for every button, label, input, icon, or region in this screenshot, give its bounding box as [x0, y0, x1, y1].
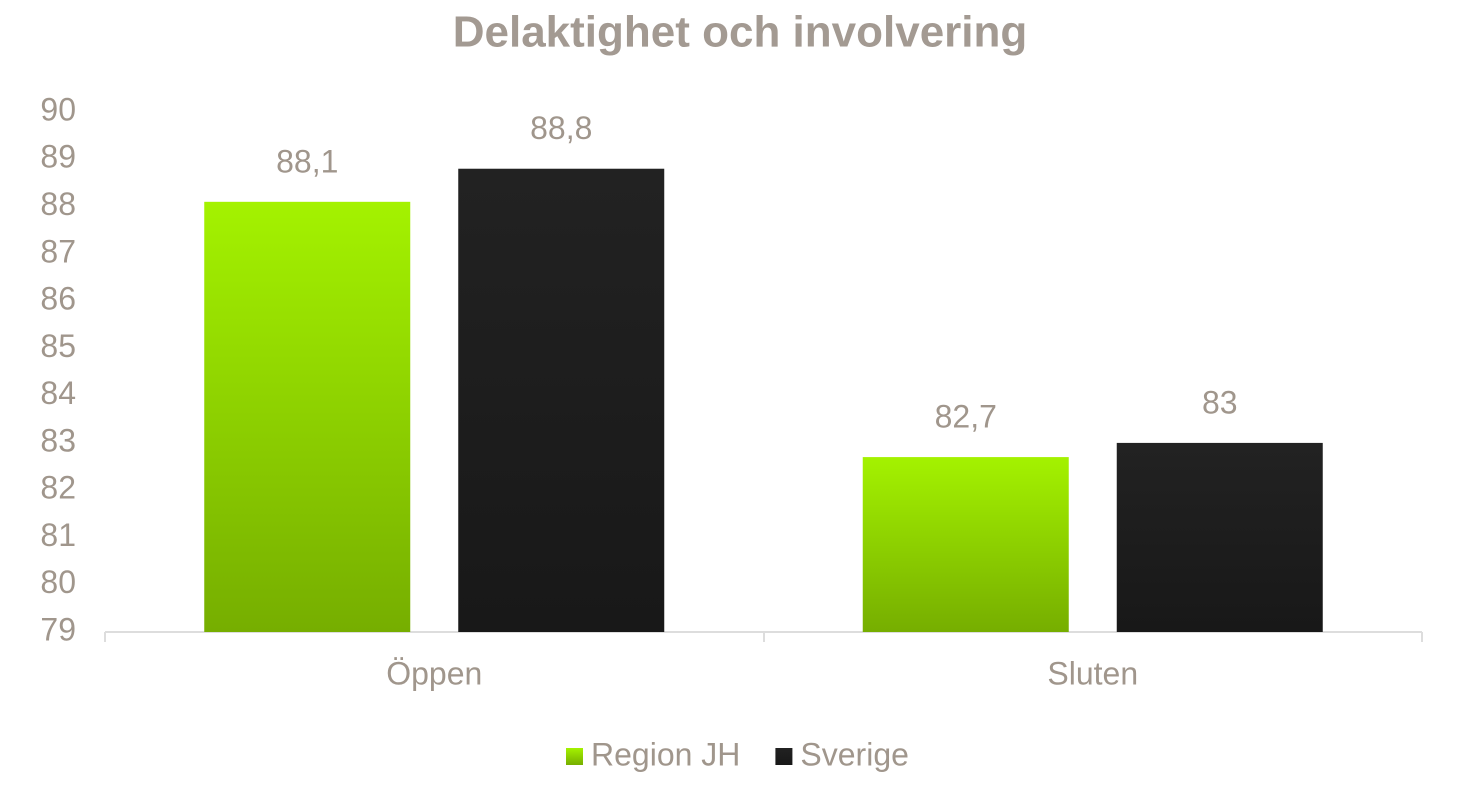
- data-label: 82,7: [935, 399, 997, 435]
- legend-swatch: [566, 748, 583, 765]
- data-label: 88,1: [276, 143, 338, 179]
- bar: [1116, 442, 1323, 632]
- bar: [458, 168, 665, 632]
- y-tick-label: 81: [40, 517, 76, 553]
- data-label: 83: [1202, 384, 1238, 420]
- y-tick-label: 80: [40, 564, 76, 600]
- legend-swatch: [775, 748, 793, 765]
- y-tick-label: 79: [40, 611, 76, 647]
- x-tick-label: Sluten: [1047, 655, 1138, 691]
- y-tick-label: 89: [40, 139, 76, 175]
- data-label: 88,8: [530, 110, 592, 146]
- y-tick-label: 85: [40, 328, 76, 364]
- y-tick-label: 82: [40, 470, 76, 506]
- y-tick-label: 86: [40, 281, 76, 317]
- y-tick-label: 84: [40, 375, 76, 411]
- x-tick-label: Öppen: [386, 655, 482, 691]
- legend-label: Sverige: [800, 736, 909, 772]
- legend-label: Region JH: [591, 736, 740, 772]
- bar: [204, 201, 411, 632]
- y-tick-label: 88: [40, 186, 76, 222]
- y-tick-label: 90: [40, 91, 76, 127]
- chart-title: Delaktighet och involvering: [453, 8, 1028, 57]
- y-tick-label: 87: [40, 233, 76, 269]
- y-tick-label: 83: [40, 422, 76, 458]
- bar: [862, 457, 1069, 632]
